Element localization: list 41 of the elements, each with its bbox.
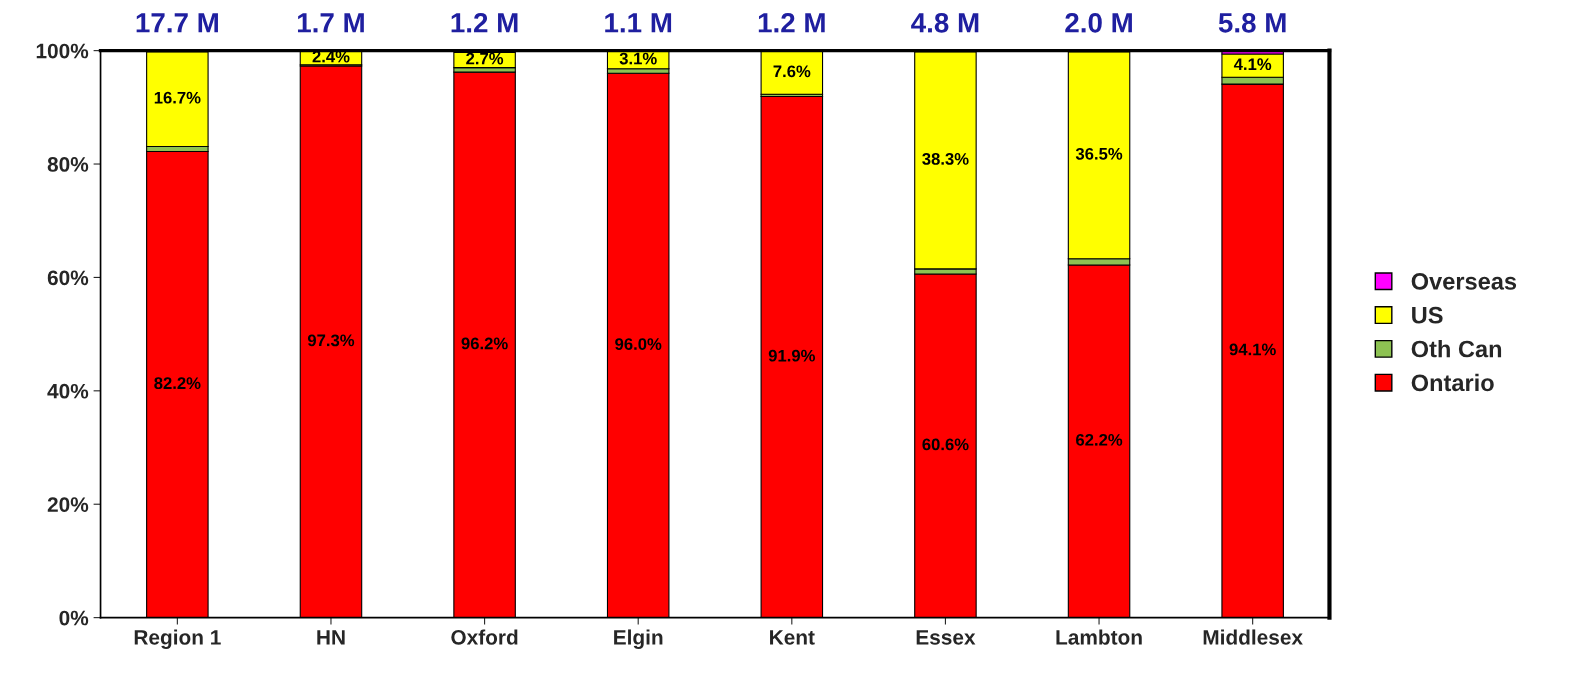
data-label: 3.1%	[619, 52, 657, 65]
legend-label: US	[1412, 306, 1443, 324]
y-tick-label: 40%	[47, 383, 89, 399]
annotation: 1.2 M	[758, 12, 825, 33]
data-label: 36.5%	[1075, 147, 1123, 160]
data-label: 91.9%	[768, 349, 816, 362]
data-label: 7.6%	[773, 65, 811, 78]
x-tick-label: Essex	[916, 630, 976, 645]
data-label: 94.1%	[1229, 343, 1276, 356]
x-tick-label: Middlesex	[1203, 629, 1303, 645]
y-tick-label: 80%	[47, 157, 89, 172]
legend-label: Overseas	[1411, 273, 1517, 290]
annotation: 17.7 M	[136, 13, 218, 33]
x-tick-label: Kent	[770, 630, 815, 645]
data-label: 2.7%	[466, 52, 504, 65]
y-tick-label: 0%	[59, 610, 89, 626]
annotation: 1.1 M	[605, 13, 672, 33]
data-label: 4.1%	[1233, 58, 1272, 71]
data-label: 16.7%	[154, 91, 201, 104]
y-tick-label: 20%	[47, 497, 89, 512]
x-tick-label: Region 1	[134, 629, 221, 649]
data-label: 82.2%	[154, 377, 201, 390]
annotation: 5.8 M	[1218, 12, 1286, 33]
data-label: 96.0%	[615, 338, 662, 350]
annotation: 1.2 M	[451, 12, 518, 33]
y-tick-label: 60%	[47, 270, 89, 286]
annotation: 1.7 M	[297, 13, 364, 33]
x-tick-label: Lambton	[1056, 629, 1142, 645]
data-label: 60.6%	[922, 438, 969, 451]
data-label: 62.2%	[1076, 433, 1123, 446]
x-tick-label: Oxford	[451, 629, 518, 645]
legend-label: Ontario	[1411, 373, 1494, 392]
y-tick-label: 100%	[36, 43, 89, 59]
x-tick-label: Elgin	[614, 629, 663, 649]
annotation: 4.8 M	[911, 12, 979, 33]
data-label: 38.3%	[922, 153, 969, 165]
legend-label: Oth Can	[1411, 340, 1502, 358]
data-label: 97.3%	[307, 334, 355, 347]
annotation: 2.0 M	[1065, 12, 1132, 33]
x-tick-label: HN	[317, 630, 345, 645]
data-label: 96.2%	[461, 337, 508, 350]
